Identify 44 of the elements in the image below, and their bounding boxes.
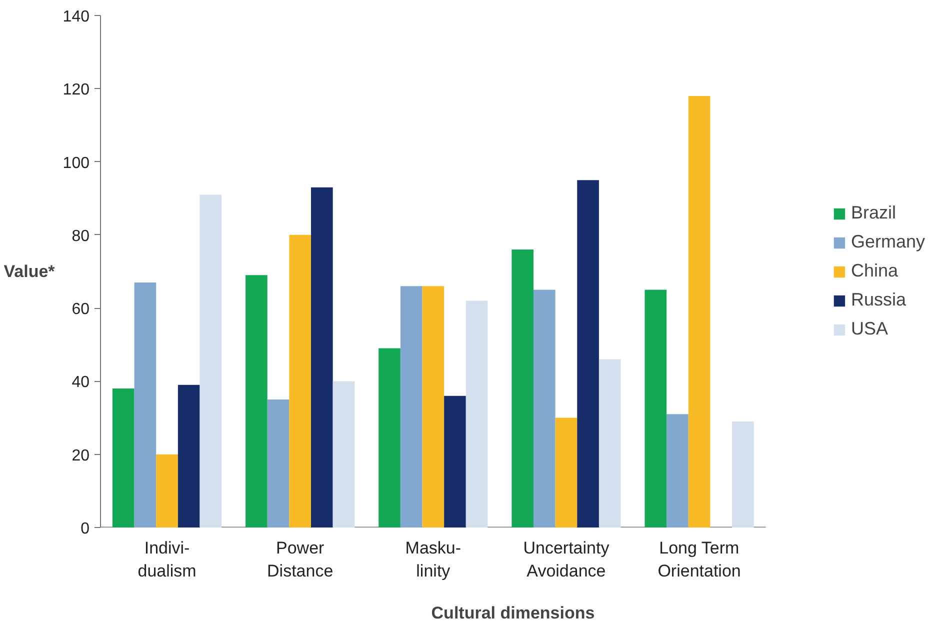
- bar: [555, 418, 578, 528]
- bar: [311, 187, 333, 528]
- y-tick-label: 100: [62, 154, 90, 172]
- bar: [598, 359, 621, 528]
- y-tick-label: 60: [72, 301, 90, 318]
- bar: [156, 454, 178, 528]
- x-tick-label: Indivi- dualism: [138, 538, 196, 580]
- bar: [246, 275, 268, 528]
- bar: [732, 421, 754, 528]
- bar: [466, 300, 488, 528]
- bar: [200, 194, 222, 528]
- legend-label: Germany: [850, 232, 925, 252]
- bar: [422, 286, 444, 528]
- x-tick-label: Uncertainty Avoidance: [523, 538, 610, 580]
- legend-label: Russia: [850, 290, 906, 310]
- bar: [178, 384, 200, 528]
- bar: [289, 234, 312, 528]
- bar: [512, 250, 534, 528]
- bar: [134, 282, 156, 528]
- bar: [444, 396, 466, 528]
- bar: [644, 290, 667, 528]
- x-tick-label: Power Distance: [267, 538, 334, 580]
- y-tick-label: 40: [72, 374, 90, 392]
- legend-label: USA: [850, 318, 888, 340]
- legend-label: China: [850, 260, 898, 282]
- bar: [533, 290, 556, 528]
- y-tick-label: 120: [62, 82, 90, 99]
- bar: [267, 400, 290, 528]
- bar: [378, 348, 400, 528]
- bar: [577, 180, 599, 528]
- y-axis-title: Value*: [4, 262, 56, 281]
- bar: [332, 381, 355, 528]
- y-tick-label: 80: [72, 228, 90, 245]
- bar: [400, 286, 422, 528]
- y-tick-label: 140: [62, 8, 90, 26]
- bar: [688, 96, 710, 528]
- legend-label: Brazil: [850, 202, 896, 224]
- y-tick-label: 20: [72, 447, 90, 464]
- bar: [666, 414, 688, 528]
- x-axis-title: Cultural dimensions: [431, 603, 595, 622]
- x-tick-label: Long Term Orientation: [658, 538, 741, 580]
- bar: [112, 388, 134, 528]
- y-tick-label: 0: [80, 520, 90, 538]
- x-tick-label: Masku- linity: [405, 538, 462, 580]
